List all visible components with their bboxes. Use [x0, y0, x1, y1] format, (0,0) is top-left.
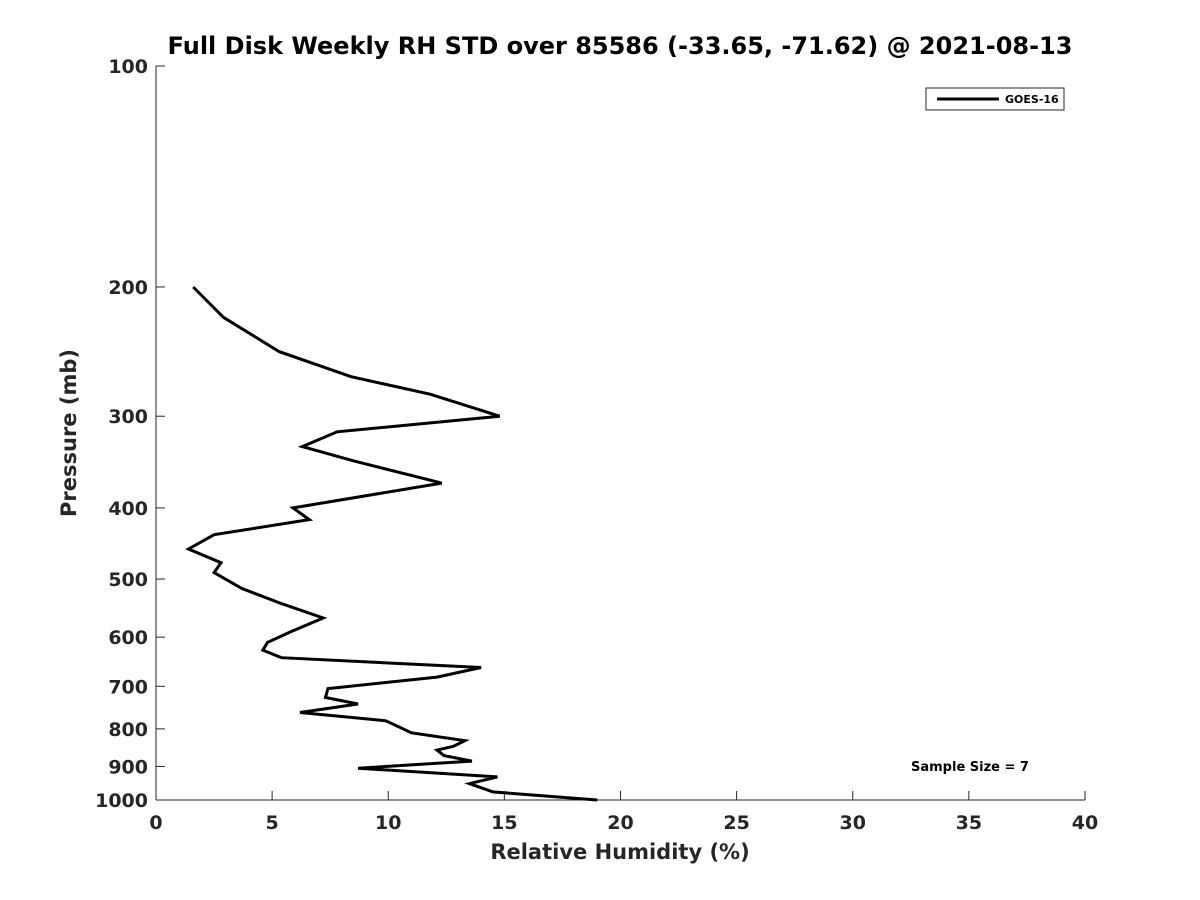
- x-tick-label-35: 35: [956, 812, 982, 834]
- legend-label-goes-16: GOES-16: [1005, 93, 1059, 106]
- x-tick-label-20: 20: [607, 812, 633, 834]
- y-tick-label-600: 600: [108, 627, 148, 649]
- y-axis-label: Pressure (mb): [57, 349, 81, 517]
- y-tick-label-700: 700: [108, 676, 148, 698]
- y-axis-ticks: 100 200 300 400 500 600 700 800 900 1000: [95, 56, 165, 812]
- series-group: [185, 285, 598, 802]
- x-tick-label-5: 5: [266, 812, 279, 834]
- x-tick-label-0: 0: [149, 812, 162, 834]
- y-tick-label-400: 400: [108, 498, 148, 520]
- y-tick-label-1000: 1000: [95, 790, 148, 812]
- series-line-goes-16: [185, 285, 598, 802]
- chart-title: Full Disk Weekly RH STD over 85586 (-33.…: [168, 32, 1073, 60]
- y-tick-label-800: 800: [108, 719, 148, 741]
- y-tick-label-500: 500: [108, 569, 148, 591]
- x-axis-label: Relative Humidity (%): [490, 840, 749, 864]
- x-tick-label-40: 40: [1072, 812, 1098, 834]
- y-tick-label-900: 900: [108, 756, 148, 778]
- x-tick-label-25: 25: [723, 812, 749, 834]
- y-tick-label-100: 100: [108, 56, 148, 78]
- x-tick-label-15: 15: [491, 812, 517, 834]
- legend: GOES-16: [925, 87, 1065, 111]
- y-tick-label-300: 300: [108, 406, 148, 428]
- sample-size-annotation: Sample Size = 7: [911, 760, 1029, 775]
- y-tick-label-200: 200: [108, 277, 148, 299]
- x-tick-label-30: 30: [840, 812, 866, 834]
- x-axis-ticks: 0 5 10 15 20 25 30 35 40: [149, 791, 1098, 834]
- x-tick-label-10: 10: [375, 812, 401, 834]
